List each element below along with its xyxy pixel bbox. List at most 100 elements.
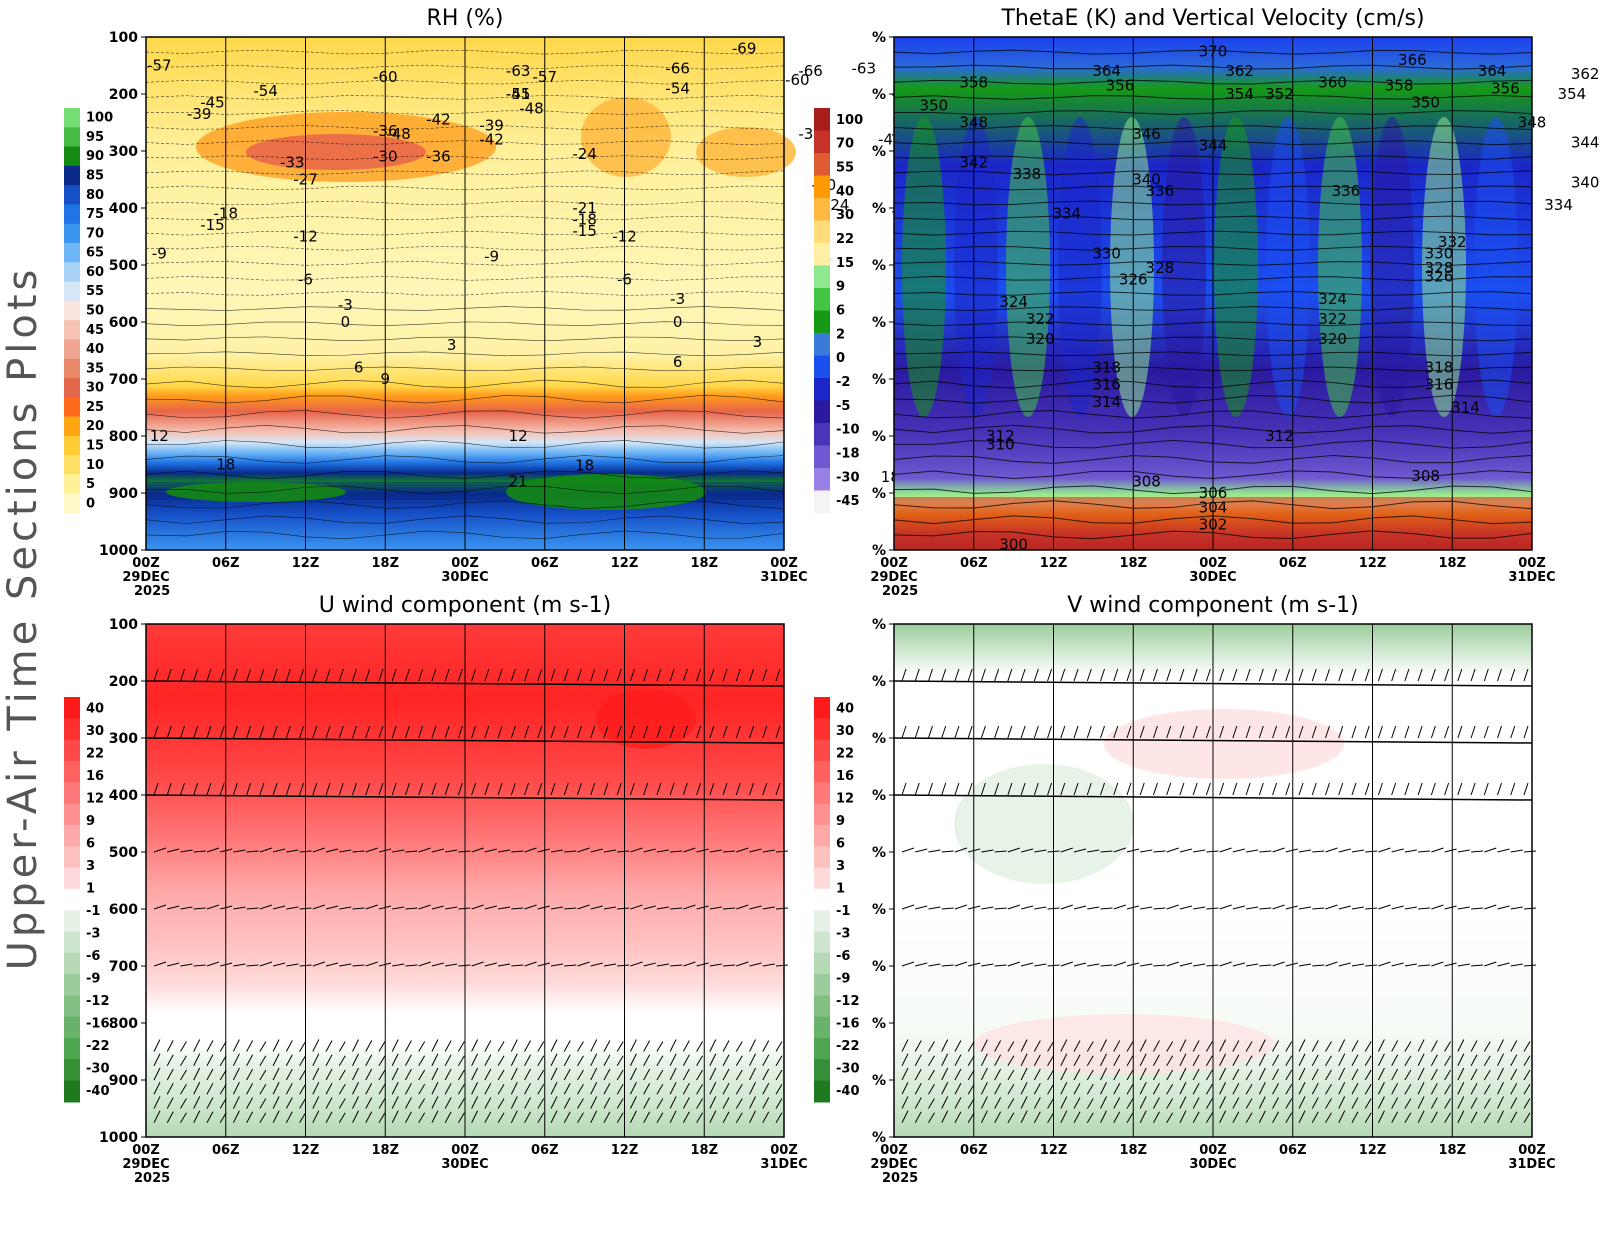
wind-barb: [325, 725, 331, 739]
colorbar-label: -18: [836, 446, 860, 461]
wind-barb: [1073, 1111, 1081, 1123]
wind-barb: [1444, 905, 1457, 910]
colorbar-swatch: [64, 397, 80, 418]
colorbar-label: -16: [86, 1016, 110, 1031]
wind-barb: [954, 1054, 962, 1066]
y-tick-label: 900: [109, 486, 138, 502]
wind-barb: [1364, 1069, 1372, 1081]
wind-barb: [1311, 782, 1317, 796]
wind-barb: [206, 1040, 214, 1052]
wind-barb: [550, 668, 556, 682]
x-tick-label: 12Z: [292, 556, 320, 571]
wind-barb: [1206, 907, 1219, 910]
colorbar-swatch: [814, 697, 830, 719]
wind-barb: [1391, 848, 1404, 853]
colorbar-label: -22: [836, 1039, 860, 1054]
wind-barb: [928, 1069, 935, 1081]
contour-line: [145, 125, 785, 130]
wind-barb: [1417, 1096, 1425, 1109]
y-tick-label: 500: [109, 845, 138, 861]
wind-barb: [656, 1041, 664, 1052]
wind-barb: [1113, 961, 1126, 967]
contour-label: 18: [216, 456, 235, 474]
contour-label: 318: [1092, 359, 1121, 377]
wind-barb: [656, 1069, 664, 1081]
colorbar-label: 40: [86, 701, 104, 716]
y-tick-label: 300: [109, 144, 138, 160]
wind-barb: [1444, 848, 1457, 853]
wind-barb: [1245, 668, 1251, 682]
wind-barb: [299, 1069, 307, 1081]
wind-barb: [325, 1054, 333, 1066]
wind-barb: [166, 668, 172, 682]
colorbar-swatch: [64, 952, 80, 975]
vertical-velocity-shading: [1266, 117, 1310, 417]
wind-barb: [405, 1068, 412, 1081]
wind-barb: [1338, 668, 1344, 682]
wind-barb: [1206, 964, 1219, 967]
wind-barb: [941, 1053, 949, 1066]
wind-barb: [457, 725, 463, 739]
wind-barb: [994, 1083, 1002, 1095]
wind-barb: [259, 1069, 267, 1081]
wind-barb: [1020, 1067, 1028, 1081]
contour-line: [145, 95, 785, 100]
wind-barb: [1444, 1041, 1452, 1052]
wind-barb: [1351, 1097, 1359, 1109]
wind-barb: [1073, 1083, 1081, 1095]
wind-barb: [1391, 1068, 1399, 1081]
wind-barb: [1086, 668, 1092, 682]
wind-barb: [1497, 668, 1503, 682]
wind-barb: [1470, 1040, 1478, 1052]
wind-barb: [1351, 1083, 1359, 1095]
wind-barb: [338, 782, 344, 796]
wind-barb: [1483, 1041, 1491, 1052]
wind-barb: [629, 1082, 637, 1095]
wind-barb: [1417, 725, 1423, 739]
wind-barb: [954, 1040, 962, 1052]
wind-barb: [1497, 1067, 1504, 1081]
contour-label: 308: [1132, 473, 1161, 491]
southerly-shading: [974, 1014, 1274, 1074]
wind-barb: [1325, 961, 1338, 967]
wind-barb: [1007, 782, 1013, 796]
wind-barb: [418, 1098, 426, 1109]
contour-label: 344: [1199, 136, 1228, 154]
wind-barb: [669, 1082, 677, 1095]
contour-line: [145, 140, 785, 145]
wind-barb: [445, 906, 458, 910]
wind-barb: [365, 725, 371, 739]
wind-barb: [312, 1096, 320, 1109]
wind-barb: [392, 963, 405, 967]
wind-barb: [153, 1039, 161, 1052]
wind-barb: [550, 1039, 558, 1052]
contour-label: -57: [533, 68, 558, 86]
wind-barb: [1258, 668, 1264, 682]
wind-barb: [669, 1053, 677, 1066]
colorbar-label: -6: [836, 949, 850, 964]
wind-barb: [1166, 1041, 1174, 1052]
wind-barb: [914, 1097, 922, 1109]
wind-barb: [669, 725, 675, 739]
wind-barb: [312, 1067, 320, 1081]
colorbar-label: 40: [836, 701, 854, 716]
contour-label: 324: [999, 293, 1028, 311]
wind-barb: [524, 1083, 531, 1095]
vertical-velocity-shading: [1370, 117, 1414, 417]
wind-barb: [524, 1097, 531, 1109]
wind-barb: [1325, 1041, 1332, 1052]
wind-barb: [206, 961, 220, 967]
contour-label: -42: [479, 131, 504, 149]
wind-barb: [457, 1055, 465, 1067]
colorbar-label: 20: [86, 419, 104, 434]
wind-barb: [563, 1040, 571, 1052]
wind-barb: [735, 1069, 743, 1081]
wind-barb: [762, 1040, 770, 1052]
wind-barb: [994, 1111, 1002, 1123]
colorbar-swatch: [814, 803, 830, 826]
wind-barb: [927, 725, 933, 739]
chart-thetae: ThetaE (K) and Vertical Velocity (cm/s)0…: [814, 6, 1599, 599]
wind-barb: [1470, 725, 1476, 739]
chart-title: ThetaE (K) and Vertical Velocity (cm/s): [1000, 6, 1424, 31]
contour-label: 334: [1544, 196, 1573, 214]
